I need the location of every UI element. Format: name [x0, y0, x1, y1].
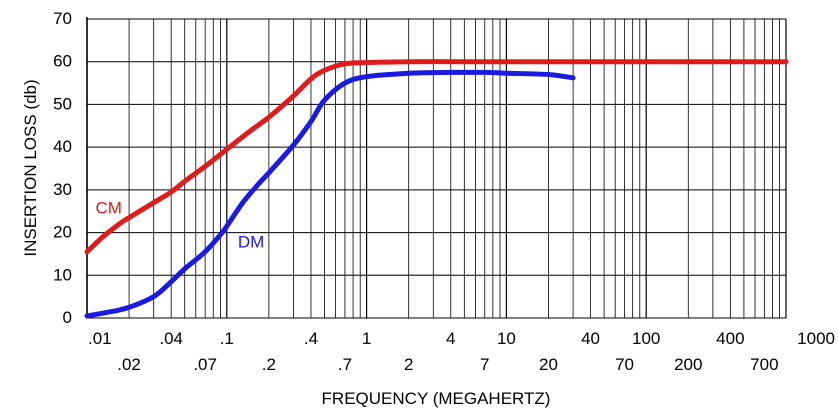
x-tick-label: .7	[338, 355, 352, 374]
series-labels: CM DM	[95, 198, 264, 251]
x-tick-label: 10	[497, 329, 516, 348]
series-lines	[84, 59, 789, 319]
y-tick-label: 20	[53, 223, 72, 242]
x-tick-label: 700	[750, 355, 778, 374]
x-tick-label: 7	[480, 355, 489, 374]
grid	[86, 17, 787, 319]
x-axis-title: FREQUENCY (MEGAHERTZ)	[322, 389, 551, 408]
y-tick-label: 70	[53, 9, 72, 28]
x-tick-label: 20	[539, 355, 558, 374]
x-tick-label: 4	[446, 329, 455, 348]
series-line-cm	[84, 59, 789, 255]
x-tick-label: 100	[632, 329, 660, 348]
x-tick-label: .07	[193, 355, 217, 374]
x-tick-label: 1000	[797, 329, 835, 348]
x-tick-label: 1	[362, 329, 371, 348]
x-tick-label: .2	[262, 355, 276, 374]
y-tick-label: 0	[63, 308, 72, 327]
y-tick-label: 30	[53, 180, 72, 199]
series-label-dm: DM	[238, 233, 264, 252]
x-tick-label: 2	[404, 355, 413, 374]
y-tick-label: 10	[53, 265, 72, 284]
x-tick-label: 400	[716, 329, 744, 348]
x-tick-label: .04	[159, 329, 183, 348]
x-tick-label: .01	[88, 329, 112, 348]
x-tick-label: .4	[304, 329, 318, 348]
x-tick-label: 70	[615, 355, 634, 374]
x-tick-label: .02	[117, 355, 141, 374]
y-axis-title: INSERTION LOSS (db)	[21, 79, 40, 256]
series-label-cm: CM	[95, 198, 121, 217]
y-tick-label: 50	[53, 94, 72, 113]
y-tick-label: 40	[53, 137, 72, 156]
y-tick-label: 60	[53, 52, 72, 71]
x-tick-label: .1	[220, 329, 234, 348]
series-line-dm	[84, 69, 576, 319]
x-tick-labels: .01 .04 .1 .4 1 4 10 40 100 400 1000 .02 .07 .2 .7 2 7 20…	[88, 329, 835, 374]
y-tick-labels: 0 10 20 30 40 50 60 70	[53, 9, 72, 327]
x-tick-label: 40	[581, 329, 600, 348]
x-tick-label: 200	[674, 355, 702, 374]
